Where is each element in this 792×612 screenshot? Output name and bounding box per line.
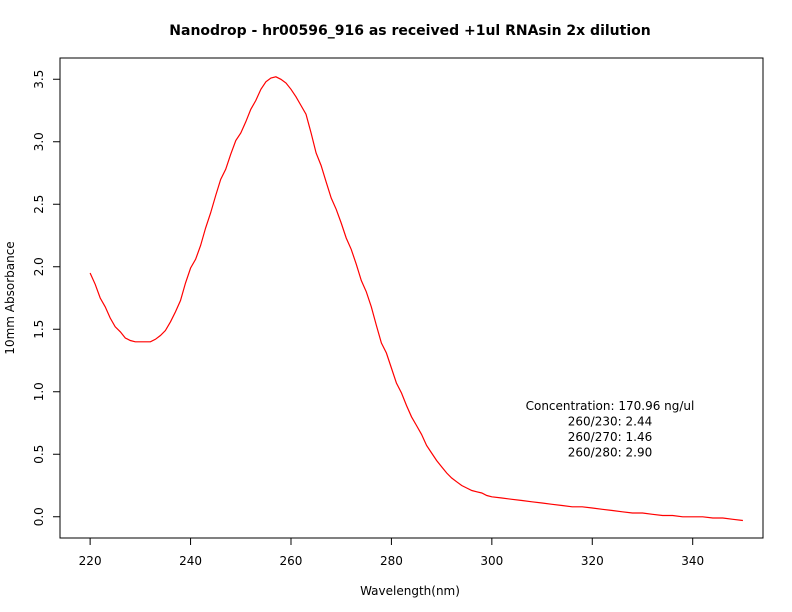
y-tick-label: 3.0 — [32, 132, 46, 151]
x-tick-label: 280 — [380, 554, 403, 568]
y-tick-label: 1.0 — [32, 382, 46, 401]
x-tick-label: 260 — [280, 554, 303, 568]
y-tick-label: 2.5 — [32, 195, 46, 214]
x-tick-label: 340 — [681, 554, 704, 568]
plot-frame — [59, 57, 764, 539]
y-tick-label: 2.0 — [32, 257, 46, 276]
annotation-line: Concentration: 170.96 ng/ul — [526, 399, 695, 413]
x-axis: 220 240 260 280 300 320 340 — [79, 538, 704, 568]
x-tick-label: 300 — [480, 554, 503, 568]
annotation-line: 260/280: 2.90 — [568, 446, 652, 460]
x-tick-label: 320 — [581, 554, 604, 568]
y-tick-label: 1.5 — [32, 320, 46, 339]
x-tick-label: 220 — [79, 554, 102, 568]
absorbance-series-line — [89, 76, 743, 522]
chart-title: Nanodrop - hr00596_916 as received +1ul … — [169, 23, 650, 39]
y-tick-label: 0.5 — [32, 445, 46, 464]
x-axis-label: Wavelength(nm) — [360, 584, 460, 598]
x-tick-label: 240 — [179, 554, 202, 568]
annotation-line: 260/270: 1.46 — [568, 430, 652, 444]
annotation-line: 260/230: 2.44 — [568, 415, 652, 429]
y-tick-label: 0.0 — [32, 507, 46, 526]
concentration-annotation: Concentration: 170.96 ng/ul 260/230: 2.44… — [526, 399, 695, 460]
y-axis-label: 10mm Absorbance — [3, 241, 17, 354]
y-axis: 0.0 0.5 1.0 1.5 2.0 2.5 3.0 3.5 — [32, 70, 60, 526]
y-tick-label: 3.5 — [32, 70, 46, 89]
